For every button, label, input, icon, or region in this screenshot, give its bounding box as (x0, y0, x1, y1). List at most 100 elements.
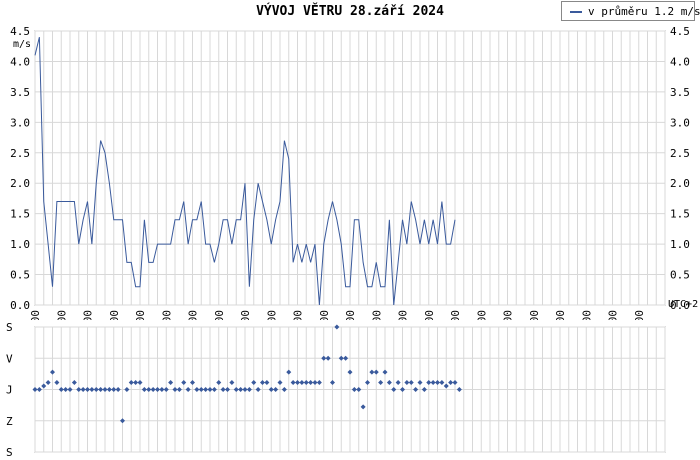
dir-point (330, 380, 335, 386)
dir-point (85, 387, 90, 392)
wind-speed-chart: 0.0 0.5 1.0 1.5 2.0 2.5 3.0 3.5 4.0 4.5 0.0 0.5 1.0… (10, 25, 698, 320)
y-tick-label-right: 1.0 (670, 238, 690, 251)
dir-yticks: S V J Z S (6, 321, 13, 459)
dir-point (220, 387, 226, 392)
x-tick-label: 14:00 (397, 310, 410, 320)
dir-point (452, 380, 458, 386)
x-tick-label: 01:00 (55, 310, 68, 320)
x-tick-label: 12:00 (344, 310, 357, 320)
dir-point (172, 387, 178, 392)
dir-point (334, 324, 340, 330)
dir-point (207, 387, 213, 392)
dir-grid (34, 326, 666, 453)
y-tick-label-left: 2.0 (10, 177, 30, 190)
dir-point (185, 387, 191, 392)
y-tick-label-right: 4.5 (670, 25, 690, 38)
dir-point (373, 369, 379, 375)
dir-point (347, 369, 353, 375)
dir-point (150, 387, 156, 392)
dir-point (159, 387, 165, 392)
dir-point (225, 387, 230, 392)
x-tick-label: 21:00 (580, 310, 593, 320)
dir-point (80, 387, 86, 392)
dir-point (281, 387, 287, 392)
speed-grid (34, 30, 666, 306)
dir-point (338, 355, 344, 361)
timezone-label: UTC+2 (668, 299, 698, 310)
y-tick-label-left: 2.5 (10, 147, 30, 160)
dir-point (404, 380, 410, 386)
x-tick-label: 00:00 (29, 310, 42, 320)
y-tick-label-left: 1.5 (10, 208, 30, 221)
legend-label: v průměru 1.2 m/s (588, 5, 700, 18)
dir-point (264, 380, 270, 386)
dir-point (413, 387, 419, 392)
x-tick-label: 22:00 (607, 310, 620, 320)
dir-point (54, 380, 60, 386)
speed-xticks: 00:00 01:00 02:00 03:00 04:00 05:00 06:00 07:00… (29, 310, 646, 320)
dir-point (238, 387, 244, 392)
x-tick-label: 13:00 (370, 310, 383, 320)
dir-point (190, 380, 195, 386)
dir-point (36, 387, 42, 392)
dir-point (378, 380, 384, 386)
dir-point (98, 387, 104, 392)
dir-point (308, 380, 314, 386)
dir-point (356, 387, 362, 392)
dir-point (395, 380, 401, 386)
dir-point (273, 387, 279, 392)
dir-point (391, 387, 397, 392)
dir-point (299, 380, 305, 386)
dir-point (229, 380, 235, 386)
dir-point (351, 387, 357, 392)
x-tick-label: 15:00 (423, 310, 436, 320)
x-tick-label: 02:00 (82, 310, 95, 320)
wind-speed-series-line (34, 36, 456, 306)
x-tick-label: 03:00 (108, 310, 121, 320)
dir-points (32, 324, 462, 424)
x-tick-label: 20:00 (554, 310, 567, 320)
legend: v průměru 1.2 m/s (561, 1, 700, 21)
dir-y-tick-label: Z (6, 415, 13, 428)
x-tick-label: 19:00 (528, 310, 541, 320)
dir-point (303, 380, 309, 386)
dir-point (417, 380, 423, 386)
x-tick-label: 17:00 (475, 310, 488, 320)
y-tick-label-left: 3.5 (10, 86, 30, 99)
dir-point (246, 387, 252, 392)
dir-point (430, 380, 436, 386)
y-tick-label-left: 0.0 (10, 299, 30, 312)
dir-point (456, 387, 462, 392)
dir-point (194, 387, 200, 392)
x-tick-label: 23:00 (633, 310, 646, 320)
dir-point (45, 380, 51, 386)
dir-point (277, 380, 283, 386)
x-tick-label: 04:00 (134, 310, 147, 320)
y-tick-label-right: 3.0 (670, 116, 690, 129)
y-tick-label-left: 3.0 (10, 116, 30, 129)
dir-point (211, 387, 217, 392)
dir-point (255, 387, 261, 392)
dir-point (58, 387, 64, 392)
dir-point (408, 380, 414, 386)
dir-point (365, 380, 370, 386)
dir-point (124, 387, 130, 392)
legend-swatch (570, 11, 582, 13)
dir-point (106, 387, 112, 392)
dir-point (93, 387, 99, 392)
chart-title: VÝVOJ VĚTRU 28.září 2024 (256, 4, 444, 19)
y-tick-label-right: 3.5 (670, 86, 690, 99)
dir-point (50, 369, 55, 375)
x-tick-label: 16:00 (449, 310, 462, 320)
y-tick-label-right: 2.5 (670, 147, 690, 160)
dir-point (137, 380, 143, 386)
dir-point (286, 369, 292, 375)
y-tick-label-left: 0.5 (10, 269, 30, 282)
dir-point (268, 387, 274, 392)
dir-point (321, 355, 327, 361)
x-tick-label: 10:00 (292, 310, 305, 320)
dir-point (146, 387, 152, 392)
dir-point (448, 380, 454, 386)
dir-point (382, 369, 388, 375)
dir-point (242, 387, 248, 392)
